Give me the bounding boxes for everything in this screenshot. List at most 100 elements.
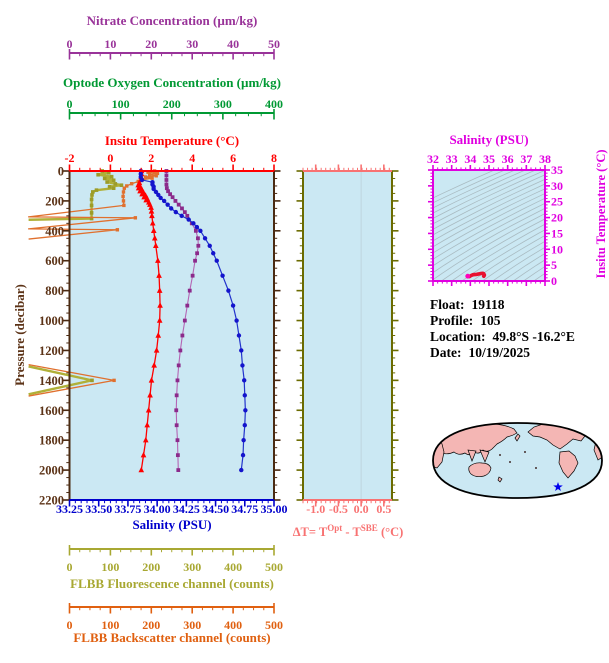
tick-label: 33.25 [56, 502, 83, 516]
tick-label: 10 [104, 37, 116, 51]
tick-label: 35 [483, 152, 495, 166]
tick-label: 8 [271, 151, 277, 165]
ts-surface-point [465, 273, 471, 279]
delta-t-sup-opt: Opt [327, 523, 343, 533]
tick-label: 800 [45, 284, 64, 298]
tick-label: 100 [101, 618, 119, 632]
profile-location-star [553, 482, 563, 491]
ts-profile-curve [465, 271, 487, 279]
tick-label: 50 [268, 37, 280, 51]
tick-label: 400 [265, 97, 283, 111]
backscatter-axis-title: FLBB Backscatter channel (counts) [73, 630, 271, 645]
date-row: Date: 10/19/2025 [430, 345, 575, 361]
delta-t-top-axis [302, 164, 392, 172]
tick-label: 0 [67, 618, 73, 632]
delta-t-title-part: - T [342, 525, 361, 540]
tick-label: 6 [230, 151, 236, 165]
tick-label: 34.50 [202, 502, 229, 516]
tick-label: 4 [189, 151, 195, 165]
tick-label: 400 [45, 224, 64, 238]
tick-label: 30 [186, 37, 198, 51]
delta-t-bottom-axis [302, 499, 392, 507]
tick-label: 300 [183, 618, 201, 632]
tick-label: -0.5 [329, 502, 348, 516]
tick-label: 20 [145, 37, 157, 51]
world-map [432, 422, 603, 499]
profile-label: Profile: [430, 313, 474, 328]
tick-label: 0.0 [354, 502, 369, 516]
ts-salinity-axis-title: Salinity (PSU) [449, 132, 529, 147]
ts-frame [428, 165, 550, 286]
delta-t-axis-title: ΔT= TOpt - TSBE (°C) [288, 520, 408, 540]
location-row: Location: 49.8°S -16.2°E [430, 329, 575, 345]
tick-label: 25 [551, 195, 563, 209]
profile-value: 105 [480, 313, 501, 328]
tick-label: -2 [65, 151, 75, 165]
tick-label: 1600 [39, 404, 64, 418]
delta-t-plot-area [303, 171, 392, 500]
tick-label: 38 [539, 152, 551, 166]
tick-label: 200 [45, 194, 64, 208]
tick-label: 0 [58, 165, 64, 179]
tick-label: 10 [551, 242, 563, 256]
tick-label: 200 [163, 97, 181, 111]
tick-label: 2 [148, 151, 154, 165]
salinity-axis-title: Salinity (PSU) [132, 517, 212, 532]
tick-label: 1200 [39, 344, 64, 358]
salinity-axis [68, 499, 275, 507]
tick-label: 15 [551, 226, 563, 240]
tick-label: 37 [520, 152, 532, 166]
temperature-axis-title: Insitu Temperature (°C) [104, 133, 240, 148]
main-plot-frame [63, 170, 281, 501]
tick-label: 40 [227, 37, 239, 51]
profile-row: Profile: 105 [430, 313, 575, 329]
tick-label: 36 [502, 152, 514, 166]
tick-label: 1000 [39, 314, 64, 328]
float-label: Float: [430, 297, 465, 312]
delta-t-frame [296, 170, 399, 501]
tick-label: 100 [101, 560, 119, 574]
tick-label: 2000 [39, 464, 64, 478]
tick-label: 34.75 [231, 502, 258, 516]
tick-label: 0 [107, 151, 113, 165]
float-value: 19118 [471, 297, 505, 312]
tick-label: 33.75 [114, 502, 141, 516]
tick-label: 32 [427, 152, 439, 166]
tick-label: 600 [45, 254, 64, 268]
fluorescence-axis [68, 545, 275, 556]
tick-label: 30 [551, 179, 563, 193]
oxygen-axis [68, 109, 275, 120]
tick-label: 35 [551, 163, 563, 177]
tick-label: 0 [67, 97, 73, 111]
tick-label: 33 [446, 152, 458, 166]
tick-label: 1800 [39, 434, 64, 448]
tick-label: 34 [464, 152, 476, 166]
backscatter-axis [68, 603, 275, 614]
float-id-row: Float: 19118 [430, 297, 575, 313]
tick-label: 300 [214, 97, 232, 111]
float-info-block: Float: 19118 Profile: 105 Location: 49.8°S … [430, 297, 575, 361]
tick-label: 0 [67, 560, 73, 574]
tick-label: 34.00 [144, 502, 171, 516]
tick-label: 500 [265, 618, 283, 632]
delta-t-title-part: ΔT= T [292, 525, 328, 540]
date-value: 10/19/2025 [468, 345, 530, 360]
tick-label: 34.25 [173, 502, 200, 516]
tick-label: 1400 [39, 374, 64, 388]
tick-label: 35.00 [261, 502, 288, 516]
nitrate-axis-title: Nitrate Concentration (µm/kg) [86, 13, 258, 28]
oxygen-axis-title: Optode Oxygen Concentration (µm/kg) [62, 75, 281, 90]
tick-label: 33.50 [85, 502, 112, 516]
delta-t-title-part: (°C) [377, 525, 404, 540]
delta-t-sup-sbe: SBE [360, 523, 378, 533]
tick-label: 500 [265, 560, 283, 574]
tick-label: 400 [224, 560, 242, 574]
tick-label: 2200 [39, 494, 64, 508]
location-label: Location: [430, 329, 486, 344]
temperature-axis [68, 164, 275, 172]
fluorescence-axis-title: FLBB Fluorescence channel (counts) [70, 576, 274, 591]
tick-label: 300 [183, 560, 201, 574]
tick-label: -1.0 [306, 502, 325, 516]
